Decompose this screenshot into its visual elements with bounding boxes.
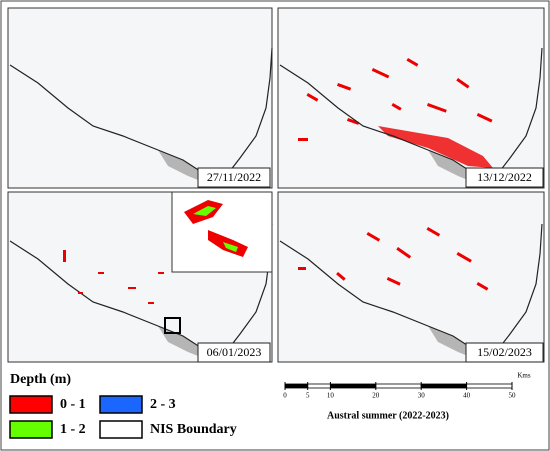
date-label: 27/11/2022 (207, 170, 261, 184)
legend-swatch (9, 395, 53, 414)
date-label: 15/02/2023 (477, 345, 532, 359)
scale-label: 30 (418, 392, 426, 400)
scale-segment (375, 383, 422, 389)
scale-label: 10 (327, 392, 335, 400)
map-panel (7, 191, 273, 363)
date-label: 13/12/2022 (477, 170, 532, 184)
scale-label: 5 (306, 392, 310, 400)
scale-segment (284, 383, 309, 389)
legend-swatch (9, 420, 53, 439)
melt-streaks (298, 227, 489, 291)
scale-segment (420, 383, 468, 389)
scale-segment (307, 383, 331, 389)
scale-label: 0 (283, 392, 287, 400)
date-box (465, 342, 544, 363)
map-panel (277, 7, 545, 189)
inset (171, 191, 273, 273)
legend-label: 0 - 1 (60, 397, 86, 412)
date-box (465, 167, 544, 188)
scale-label: 50 (509, 392, 517, 400)
caption: Austral summer (2022-2023) (327, 410, 449, 421)
scale-label: 20 (372, 392, 380, 400)
legend-label: 2 - 3 (150, 397, 176, 412)
melt-streaks (298, 58, 493, 141)
scale-label: 40 (463, 392, 471, 400)
scale-unit: Kms (517, 372, 531, 380)
legend-swatch (99, 395, 143, 414)
legend-label: NIS Boundary (150, 422, 237, 437)
legend-title: Depth (m) (10, 372, 71, 387)
scale-segment (329, 383, 377, 389)
date-label: 06/01/2023 (207, 345, 262, 359)
date-box (197, 342, 271, 363)
map-panel (277, 191, 545, 363)
map-panel (7, 7, 273, 189)
date-box (197, 167, 271, 188)
melt-streaks (63, 250, 164, 304)
legend-label: 1 - 2 (60, 422, 86, 437)
scale-segment (466, 383, 513, 389)
legend-swatch (99, 420, 143, 439)
